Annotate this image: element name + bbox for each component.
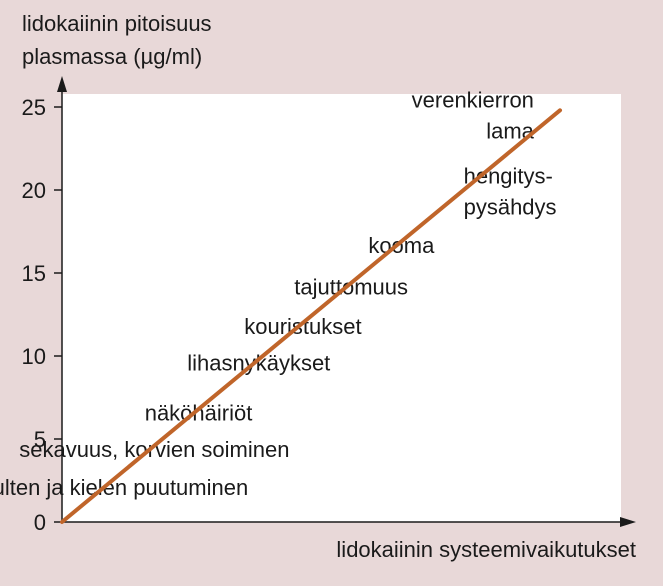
y-axis-arrow-icon [57, 76, 67, 92]
annotation-label: kouristukset [244, 314, 361, 339]
y-axis-label-line-2: plasmassa (µg/ml) [22, 44, 202, 69]
annotation-line: verenkierron [412, 87, 534, 112]
y-tick-label: 15 [22, 261, 46, 286]
annotation-label: lihasnykäykset [187, 351, 330, 376]
y-tick-label: 5 [34, 427, 46, 452]
y-tick-label: 20 [22, 178, 46, 203]
y-axis-label-line-1: lidokaiinin pitoisuus [22, 11, 212, 36]
annotation-line: pysähdys [464, 195, 557, 220]
plot-area [62, 94, 621, 522]
annotation-line: hengitys- [464, 164, 553, 189]
x-axis-label: lidokaiinin systeemivaikutukset [336, 537, 636, 562]
y-tick-label: 25 [22, 95, 46, 120]
y-tick-label: 0 [34, 510, 46, 535]
annotation-label: verenkierron lama [412, 87, 535, 143]
annotation-label: näköhäiriöt [145, 400, 253, 425]
annotation-label: sekavuus, korvien soiminen [19, 437, 289, 462]
x-axis-arrow-icon [620, 517, 636, 527]
series-line [60, 108, 562, 524]
annotation-label: huulten ja kielen puutuminen [0, 475, 248, 500]
y-tick-label: 10 [22, 344, 46, 369]
annotation-label: tajuttomuus [294, 274, 408, 299]
annotation-label: kooma [368, 233, 435, 258]
